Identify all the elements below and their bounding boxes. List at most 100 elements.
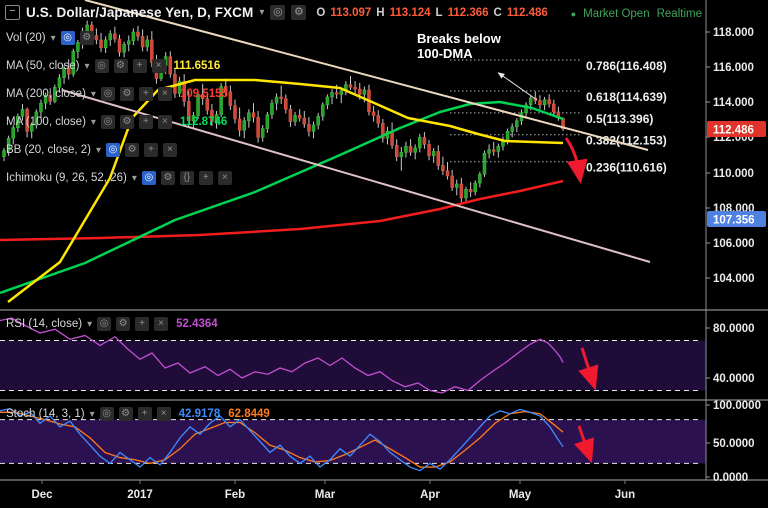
eye-icon[interactable]: ◎ <box>94 59 109 73</box>
candle-body <box>233 105 237 120</box>
indicator-label[interactable]: MA (200, close) <box>6 88 86 100</box>
chevron-down-icon[interactable]: ▾ <box>90 88 96 100</box>
eye-icon[interactable]: ◎ <box>106 143 121 157</box>
down-arrow-stoch[interactable] <box>574 425 594 464</box>
plus-icon[interactable]: + <box>198 171 213 185</box>
axis-tick-label[interactable]: 104.000 <box>713 273 755 285</box>
down-arrow-rsi[interactable] <box>578 347 599 391</box>
chevron-down-icon[interactable]: ▾ <box>90 116 96 128</box>
close-icon[interactable]: × <box>217 171 232 185</box>
annotation-text[interactable]: Breaks below 100-DMA <box>417 31 501 61</box>
annotation-arrow[interactable] <box>497 72 538 101</box>
candle-body <box>284 98 288 110</box>
candle-body <box>302 117 307 125</box>
candle-body <box>381 123 385 139</box>
fib-level-label[interactable]: 0.618(114.639) <box>586 90 667 104</box>
axis-tick-label[interactable]: 50.0000 <box>713 438 755 450</box>
time-axis-label[interactable]: May <box>509 489 532 501</box>
candle-body <box>16 116 20 128</box>
gear-icon[interactable]: ⚙ <box>116 317 131 331</box>
close-value: 112.486 <box>506 6 548 19</box>
candle-body <box>200 94 205 99</box>
eye-icon[interactable]: ◎ <box>141 171 156 185</box>
chevron-down-icon[interactable]: ▾ <box>89 408 95 420</box>
eye-icon[interactable]: ◎ <box>100 115 115 129</box>
plus-icon[interactable]: + <box>137 407 152 421</box>
chevron-down-icon[interactable]: ▾ <box>96 144 102 156</box>
down-arrow-main[interactable] <box>564 137 588 184</box>
candle-body <box>491 149 496 152</box>
candle-body <box>293 115 297 122</box>
axis-tick-label[interactable]: 106.000 <box>713 238 755 250</box>
chevron-down-icon[interactable]: ▾ <box>131 172 137 184</box>
indicator-label[interactable]: Stoch (14, 3, 1) <box>6 408 85 420</box>
gear-icon[interactable]: ⚙ <box>113 59 128 73</box>
candle-body <box>182 80 186 102</box>
indicator-label[interactable]: Ichimoku (9, 26, 52, 26) <box>6 172 127 184</box>
eye-icon[interactable]: ◎ <box>60 31 75 45</box>
gear-icon[interactable]: ⚙ <box>291 5 307 20</box>
close-icon[interactable]: × <box>163 143 178 157</box>
symbol-title[interactable]: U.S. Dollar/Japanese Yen, D, FXCM <box>26 5 254 20</box>
chevron-down-icon[interactable]: ▾ <box>87 318 93 330</box>
axis-tick-label[interactable]: 40.0000 <box>713 373 755 385</box>
channel-upper-trendline[interactable] <box>84 0 649 151</box>
axis-tick-label[interactable]: 114.000 <box>713 97 754 109</box>
axis-tick-label[interactable]: 118.000 <box>713 27 754 39</box>
indicator-label[interactable]: Vol (20) <box>6 32 46 44</box>
chevron-down-icon[interactable]: ▾ <box>50 32 56 44</box>
close-icon[interactable]: × <box>157 115 172 129</box>
market-open-label: Market Open <box>583 8 650 20</box>
fib-level-label[interactable]: 0.786(116.408) <box>586 59 667 73</box>
time-axis-label[interactable]: 2017 <box>127 489 153 501</box>
indicator-label[interactable]: MA (100, close) <box>6 116 86 128</box>
eye-icon[interactable]: ◎ <box>97 317 112 331</box>
plus-icon[interactable]: + <box>132 59 147 73</box>
axis-tick-label[interactable]: 100.0000 <box>713 400 761 412</box>
plus-icon[interactable]: + <box>138 115 153 129</box>
chevron-down-icon[interactable]: ▾ <box>84 60 90 72</box>
plus-icon[interactable]: + <box>135 317 150 331</box>
plus-icon[interactable]: + <box>138 87 153 101</box>
eye-icon[interactable]: ◎ <box>270 5 286 20</box>
candle-body <box>297 115 302 119</box>
indicator-label[interactable]: RSI (14, close) <box>6 318 83 330</box>
indicator-label[interactable]: BB (20, close, 2) <box>6 144 92 156</box>
fib-level-label[interactable]: 0.5(113.396) <box>586 112 653 126</box>
axis-tick-label[interactable]: 80.0000 <box>713 323 755 335</box>
time-axis-label[interactable]: Apr <box>420 489 440 501</box>
braces-icon[interactable]: {} <box>179 171 194 185</box>
axis-tick-label[interactable]: 116.000 <box>713 62 754 74</box>
axis-tick-label[interactable]: 110.000 <box>713 168 754 180</box>
axis-tick-label[interactable]: 0.0000 <box>713 472 748 484</box>
collapse-icon[interactable]: − <box>5 5 20 20</box>
chevron-down-icon[interactable]: ▾ <box>259 7 265 18</box>
fib-level-label[interactable]: 0.382(112.153) <box>586 134 667 148</box>
candle-body <box>11 127 15 139</box>
time-axis-label[interactable]: Jun <box>615 489 635 501</box>
plus-icon[interactable]: + <box>144 143 159 157</box>
gear-icon[interactable]: ⚙ <box>160 171 175 185</box>
eye-icon[interactable]: ◎ <box>100 87 115 101</box>
indicator-label[interactable]: MA (50, close) <box>6 60 80 72</box>
gear-icon[interactable]: ⚙ <box>119 115 134 129</box>
indicator-value: 112.8746 <box>179 116 228 128</box>
time-axis-label[interactable]: Mar <box>315 489 336 501</box>
indicator-row: MA (200, close) ▾ ◎ ⚙ + × 109.5155 <box>6 86 228 102</box>
gear-icon[interactable]: ⚙ <box>79 31 94 45</box>
close-icon[interactable]: × <box>151 59 166 73</box>
close-icon[interactable]: × <box>154 317 169 331</box>
eye-icon[interactable]: ◎ <box>99 407 114 421</box>
close-icon[interactable]: × <box>157 87 172 101</box>
gear-icon[interactable]: ⚙ <box>119 87 134 101</box>
close-icon[interactable]: × <box>156 407 171 421</box>
gear-icon[interactable]: ⚙ <box>118 407 133 421</box>
time-axis-label[interactable]: Feb <box>225 489 245 501</box>
fib-level-label[interactable]: 0.236(110.616) <box>586 161 667 175</box>
candle-body <box>214 114 219 122</box>
candle-body <box>441 165 445 172</box>
gear-icon[interactable]: ⚙ <box>125 143 140 157</box>
time-axis-label[interactable]: Dec <box>31 489 53 501</box>
candle-body <box>187 101 191 121</box>
